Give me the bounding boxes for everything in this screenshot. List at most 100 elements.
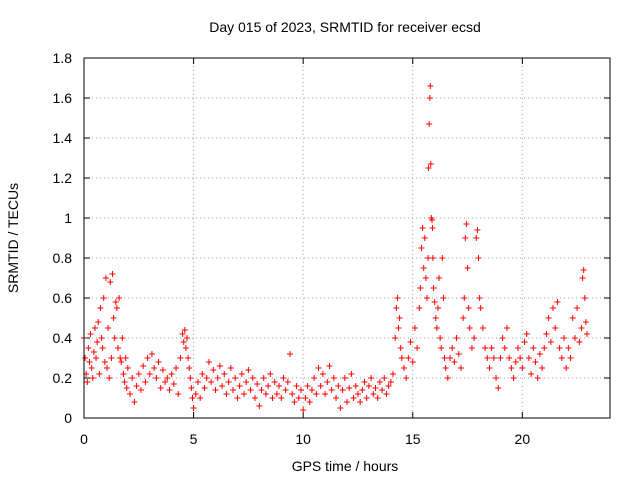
data-point — [238, 371, 245, 377]
y-axis-label: SRMTID / TECUs — [5, 183, 21, 293]
data-point — [385, 383, 392, 389]
data-point — [317, 383, 324, 389]
data-point — [240, 391, 247, 397]
data-point — [528, 371, 535, 377]
data-point — [175, 391, 182, 397]
data-point — [441, 355, 448, 361]
data-point — [479, 325, 486, 331]
data-point — [466, 325, 473, 331]
data-point — [506, 355, 513, 361]
data-point — [254, 381, 261, 387]
data-point — [100, 295, 107, 301]
data-point — [530, 345, 537, 351]
data-point — [543, 331, 550, 337]
data-point — [437, 335, 444, 341]
data-point — [287, 351, 294, 357]
data-point — [534, 375, 541, 381]
data-point — [463, 221, 470, 227]
data-point — [379, 387, 386, 393]
data-point — [102, 275, 109, 281]
data-point — [393, 305, 400, 311]
data-point — [87, 331, 94, 337]
data-point — [501, 345, 508, 351]
axis-ticks — [83, 57, 610, 419]
data-point — [88, 365, 95, 371]
data-point — [552, 325, 559, 331]
y-tick-label: 1.8 — [53, 50, 73, 66]
data-point — [407, 339, 414, 345]
data-point — [127, 391, 134, 397]
data-point — [346, 385, 353, 391]
y-tick-label: 0 — [64, 410, 72, 426]
data-point — [140, 363, 147, 369]
data-point — [433, 325, 440, 331]
data-point — [550, 305, 557, 311]
data-point — [186, 365, 193, 371]
data-point — [495, 385, 502, 391]
data-point — [370, 391, 377, 397]
data-point — [164, 375, 171, 381]
data-point — [300, 407, 307, 413]
data-point — [117, 355, 124, 361]
data-point — [352, 383, 359, 389]
data-point — [123, 385, 130, 391]
data-point — [180, 339, 187, 345]
data-point — [571, 335, 578, 341]
data-point — [162, 379, 169, 385]
data-point — [461, 295, 468, 301]
data-point — [398, 355, 405, 361]
data-point — [297, 387, 304, 393]
grid-lines — [84, 58, 610, 418]
data-point — [357, 399, 364, 405]
data-point — [432, 315, 439, 321]
data-point — [368, 375, 375, 381]
data-point — [451, 359, 458, 365]
data-point — [208, 379, 215, 385]
data-point — [510, 375, 517, 381]
data-point — [247, 387, 254, 393]
data-point — [98, 335, 105, 341]
data-point — [271, 379, 278, 385]
data-point — [284, 379, 291, 385]
data-point — [414, 345, 421, 351]
data-point — [354, 391, 361, 397]
data-point — [372, 385, 379, 391]
data-point — [89, 375, 96, 381]
y-tick-label: 1.2 — [53, 170, 73, 186]
data-point — [465, 305, 472, 311]
data-point — [525, 355, 532, 361]
data-point — [269, 395, 276, 401]
data-point — [376, 379, 383, 385]
data-point — [473, 235, 480, 241]
data-point — [192, 391, 199, 397]
data-point — [583, 331, 590, 337]
data-point — [306, 399, 313, 405]
data-point — [234, 395, 241, 401]
x-tick-labels: 0 5 10 15 20 — [80, 431, 530, 447]
data-point — [390, 371, 397, 377]
data-point — [348, 371, 355, 377]
data-point — [304, 383, 311, 389]
data-point — [397, 345, 404, 351]
data-point — [324, 379, 331, 385]
y-tick-label: 1.4 — [53, 130, 73, 146]
data-point — [177, 355, 184, 361]
data-point — [203, 375, 210, 381]
y-tick-label: 0.8 — [53, 250, 73, 266]
data-point — [182, 345, 189, 351]
data-point — [344, 399, 350, 405]
data-point — [210, 367, 217, 373]
data-point — [400, 365, 407, 371]
data-point — [295, 395, 302, 401]
y-tick-label: 1.6 — [53, 90, 73, 106]
data-point — [96, 371, 103, 377]
data-point — [116, 295, 123, 301]
data-point — [449, 345, 456, 351]
data-point — [197, 395, 204, 401]
data-point — [563, 365, 570, 371]
data-point — [216, 363, 223, 369]
data-point — [187, 375, 194, 381]
data-point — [381, 375, 388, 381]
data-point — [429, 217, 436, 223]
data-point — [190, 405, 197, 411]
